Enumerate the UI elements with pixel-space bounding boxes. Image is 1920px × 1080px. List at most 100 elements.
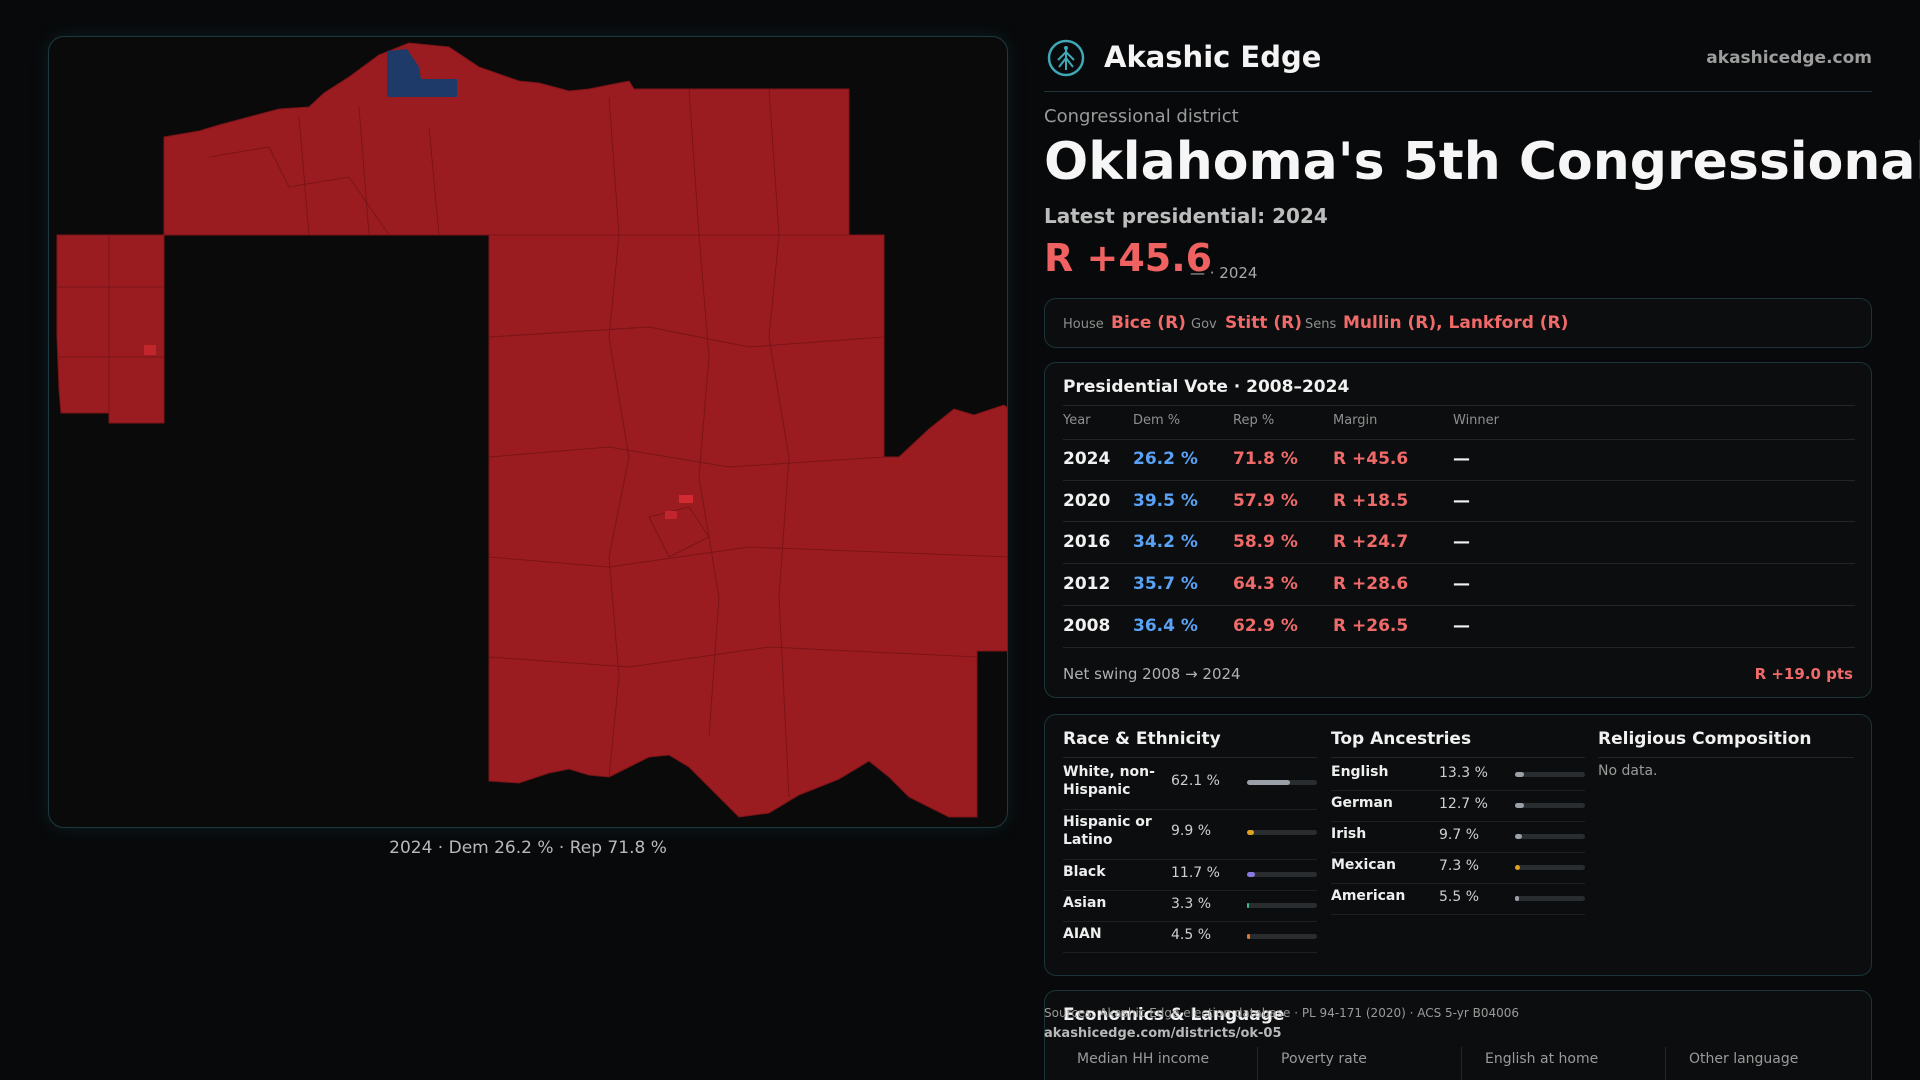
district-kicker: Congressional district xyxy=(1044,106,1239,127)
ancestry-title: Top Ancestries xyxy=(1331,729,1472,749)
row-year: 2016 xyxy=(1063,532,1111,552)
row-rep: 71.8 % xyxy=(1233,449,1298,469)
divider xyxy=(1331,852,1585,853)
religion-title: Religious Composition xyxy=(1598,729,1812,749)
divider xyxy=(1331,790,1585,791)
economics-card: Economics & Language Median HH income Po… xyxy=(1044,990,1872,1080)
house-label: House xyxy=(1063,317,1104,332)
percent-bar-fill xyxy=(1515,896,1519,901)
poverty-rate-label: Poverty rate xyxy=(1281,1051,1367,1067)
col-header-dem: Dem % xyxy=(1133,413,1181,428)
divider xyxy=(1331,914,1585,915)
source-url-link[interactable]: akashicedge.com/districts/ok-05 xyxy=(1044,1026,1282,1041)
row-margin: R +45.6 xyxy=(1333,449,1409,469)
list-item-label: Mexican xyxy=(1331,857,1396,873)
brand-header: Akashic Edge akashicedge.com xyxy=(1044,36,1872,92)
row-winner: — xyxy=(1453,574,1470,594)
presidential-vote-card: Presidential Vote · 2008–2024 Year Dem %… xyxy=(1044,362,1872,698)
row-dem: 26.2 % xyxy=(1133,449,1198,469)
row-winner: — xyxy=(1453,449,1470,469)
list-item-label: German xyxy=(1331,795,1393,811)
col-header-winner: Winner xyxy=(1453,413,1500,428)
english-home-label: English at home xyxy=(1485,1051,1599,1067)
list-item: Black 11.7 % xyxy=(1063,863,1317,894)
demographics-card: Race & Ethnicity White, non-Hispanic 62.1… xyxy=(1044,714,1872,976)
divider xyxy=(1063,952,1317,953)
divider xyxy=(1063,439,1855,440)
percent-bar xyxy=(1247,872,1317,877)
row-dem: 36.4 % xyxy=(1133,616,1198,636)
divider xyxy=(1063,809,1317,810)
col-header-rep: Rep % xyxy=(1233,413,1275,428)
row-year: 2012 xyxy=(1063,574,1111,594)
officials-card: House Bice (R) Gov Stitt (R) Sens Mullin… xyxy=(1044,298,1872,348)
list-item-label: English xyxy=(1331,764,1389,780)
sens-label: Sens xyxy=(1305,317,1337,332)
tree-logo-icon[interactable] xyxy=(1046,38,1086,78)
percent-bar-fill xyxy=(1515,803,1524,808)
row-rep: 64.3 % xyxy=(1233,574,1298,594)
row-year: 2020 xyxy=(1063,491,1111,511)
precinct-boundaries xyxy=(57,88,1007,798)
divider xyxy=(1331,883,1585,884)
percent-bar xyxy=(1515,803,1585,808)
list-item-label: Irish xyxy=(1331,826,1367,842)
col-header-year: Year xyxy=(1063,413,1091,428)
row-margin: R +18.5 xyxy=(1333,491,1409,511)
row-winner: — xyxy=(1453,532,1470,552)
percent-bar xyxy=(1247,934,1317,939)
brand-name[interactable]: Akashic Edge xyxy=(1104,40,1322,74)
gov-label: Gov xyxy=(1191,317,1217,332)
list-item-label: American xyxy=(1331,888,1406,904)
brand-url-link[interactable]: akashicedge.com xyxy=(1706,48,1872,68)
precinct-map-svg[interactable] xyxy=(49,37,1008,828)
latest-margin: R +45.6 xyxy=(1044,236,1213,280)
house-rep[interactable]: Bice (R) xyxy=(1111,313,1186,333)
percent-bar-fill xyxy=(1515,834,1522,839)
divider xyxy=(1257,1047,1258,1080)
row-dem: 34.2 % xyxy=(1133,532,1198,552)
district-map[interactable] xyxy=(48,36,1008,828)
religion-empty: No data. xyxy=(1598,763,1658,779)
divider xyxy=(1063,405,1855,406)
percent-bar-fill xyxy=(1247,830,1254,835)
divider xyxy=(1063,859,1317,860)
list-item-label: Asian xyxy=(1063,895,1107,911)
urban-precinct xyxy=(665,511,677,519)
divider xyxy=(1063,563,1855,564)
percent-bar-fill xyxy=(1247,780,1291,785)
row-margin: R +24.7 xyxy=(1333,532,1409,552)
senators[interactable]: Mullin (R), Lankford (R) xyxy=(1343,313,1569,333)
divider xyxy=(1063,921,1317,922)
list-item-label: Black xyxy=(1063,864,1106,880)
governor[interactable]: Stitt (R) xyxy=(1225,313,1302,333)
list-item-value: 3.3 % xyxy=(1171,896,1212,912)
net-swing-label: Net swing 2008 → 2024 xyxy=(1063,665,1241,683)
list-item-value: 12.7 % xyxy=(1439,796,1488,812)
percent-bar xyxy=(1247,830,1317,835)
row-winner: — xyxy=(1453,491,1470,511)
list-item-value: 9.9 % xyxy=(1171,823,1212,839)
row-year: 2024 xyxy=(1063,449,1111,469)
divider xyxy=(1063,647,1855,648)
urban-precinct xyxy=(144,345,156,355)
latest-presidential-label: Latest presidential: 2024 xyxy=(1044,204,1328,228)
row-dem: 35.7 % xyxy=(1133,574,1198,594)
urban-precinct xyxy=(679,495,693,503)
list-item: White, non-Hispanic 62.1 % xyxy=(1063,763,1317,813)
page-title: Oklahoma's 5th Congressional District xyxy=(1044,132,1920,192)
source-note: Sources: Akashic Edge election database … xyxy=(1044,1006,1520,1020)
row-margin: R +28.6 xyxy=(1333,574,1409,594)
percent-bar-fill xyxy=(1515,865,1521,870)
economics-title: Economics & Language xyxy=(1063,1005,1285,1025)
list-item-label: AIAN xyxy=(1063,926,1102,942)
list-item-value: 11.7 % xyxy=(1171,865,1220,881)
list-item: English 13.3 % xyxy=(1331,763,1585,794)
list-item-value: 4.5 % xyxy=(1171,927,1212,943)
dem-precinct xyxy=(387,49,457,97)
list-item-value: 62.1 % xyxy=(1171,773,1220,789)
list-item-value: 9.7 % xyxy=(1439,827,1480,843)
list-item-label: White, non-Hispanic xyxy=(1063,764,1155,798)
divider xyxy=(1665,1047,1666,1080)
list-item: Mexican 7.3 % xyxy=(1331,856,1585,887)
